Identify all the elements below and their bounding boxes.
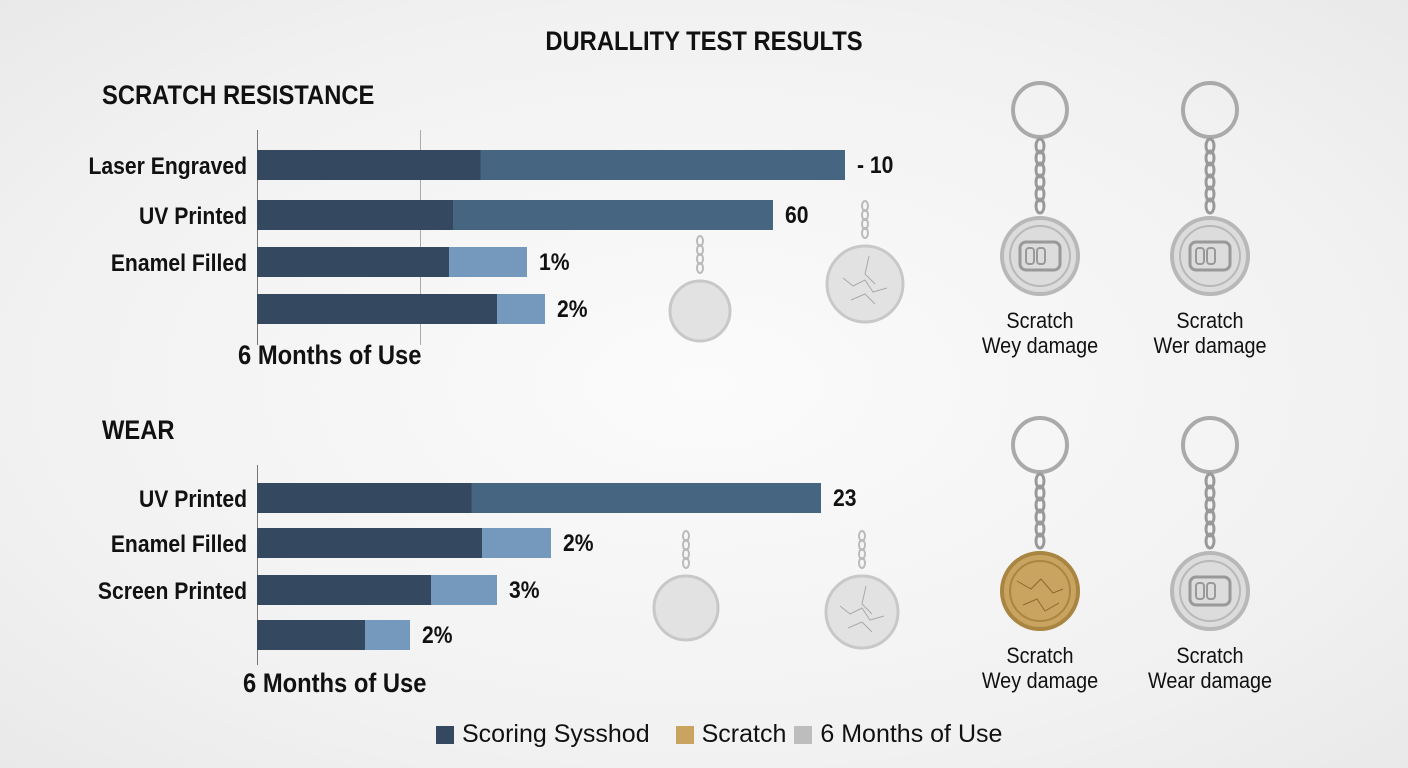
section-title: SCRATCH RESISTANCE — [102, 80, 375, 110]
legend: Scoring Sysshod Scratch 6 Months of Use — [436, 720, 1002, 749]
data-label: 2% — [422, 622, 453, 649]
chart-title: DURALLITY TEST RESULTS — [545, 26, 863, 56]
bar-segment-scoring — [257, 247, 449, 277]
data-label: 1% — [539, 249, 570, 276]
keychain-caption: Scratch Wey damage — [968, 308, 1112, 358]
data-label: 23 — [833, 485, 857, 512]
caption-line: Wey damage — [981, 333, 1099, 358]
bar-segment-scoring — [257, 483, 821, 513]
y-axis — [257, 465, 258, 665]
bar-segment-months — [365, 620, 410, 650]
gridline — [420, 130, 421, 345]
category-label: UV Printed — [139, 486, 247, 513]
bar-segment-months — [431, 575, 497, 605]
bar-segment-scoring — [257, 528, 482, 558]
cracked-pendant-icon — [823, 200, 907, 331]
category-label: Screen Printed — [97, 578, 247, 605]
data-label: 60 — [785, 202, 809, 229]
caption-line: Scratch — [1176, 308, 1244, 333]
data-label: 2% — [557, 296, 588, 323]
legend-swatch-months — [794, 725, 813, 744]
data-label: 3% — [509, 577, 540, 604]
bar-segment-scoring — [257, 200, 773, 230]
data-label: - 10 — [857, 152, 894, 179]
x-axis-label: 6 Months of Use — [243, 668, 427, 698]
bar-segment-months — [449, 247, 527, 277]
x-axis-label: 6 Months of Use — [238, 340, 422, 370]
keychain-caption: Scratch Wey damage — [968, 643, 1112, 693]
keychain-icon — [995, 415, 1085, 640]
keychain-caption: Scratch Wer damage — [1138, 308, 1282, 358]
keychain-icon — [1165, 415, 1255, 640]
bar-segment-scoring — [257, 575, 431, 605]
category-label: Enamel Filled — [110, 250, 247, 277]
legend-swatch-scratch — [675, 725, 694, 744]
legend-label: 6 Months of Use — [820, 720, 1003, 748]
bar-segment-scoring — [257, 620, 365, 650]
caption-line: Scratch — [1006, 643, 1074, 668]
category-label: UV Printed — [139, 203, 247, 230]
legend-label: Scratch — [701, 720, 787, 748]
legend-label: Scoring Sysshod — [462, 720, 650, 748]
caption-line: Scratch — [1006, 308, 1074, 333]
bar-segment-scoring — [257, 294, 497, 324]
category-label: Laser Engraved — [88, 153, 247, 180]
y-axis — [257, 130, 258, 345]
caption-line: Wear damage — [1147, 668, 1273, 693]
caption-line: Scratch — [1176, 643, 1244, 668]
bar-segment-scoring — [257, 150, 845, 180]
bar-segment-months — [497, 294, 545, 324]
legend-swatch-scoring — [436, 725, 454, 744]
keychain-caption: Scratch Wear damage — [1138, 643, 1282, 693]
category-label: Enamel Filled — [110, 531, 247, 558]
section-title: WEAR — [102, 415, 175, 445]
bar-segment-months — [482, 528, 551, 558]
pendant-icon — [666, 235, 734, 350]
caption-line: Wey damage — [981, 668, 1099, 693]
pendant-icon — [650, 530, 722, 649]
keychain-icon — [995, 80, 1085, 305]
keychain-icon — [1165, 80, 1255, 305]
caption-line: Wer damage — [1153, 333, 1267, 358]
data-label: 2% — [563, 530, 594, 557]
cracked-pendant-icon — [822, 530, 902, 657]
